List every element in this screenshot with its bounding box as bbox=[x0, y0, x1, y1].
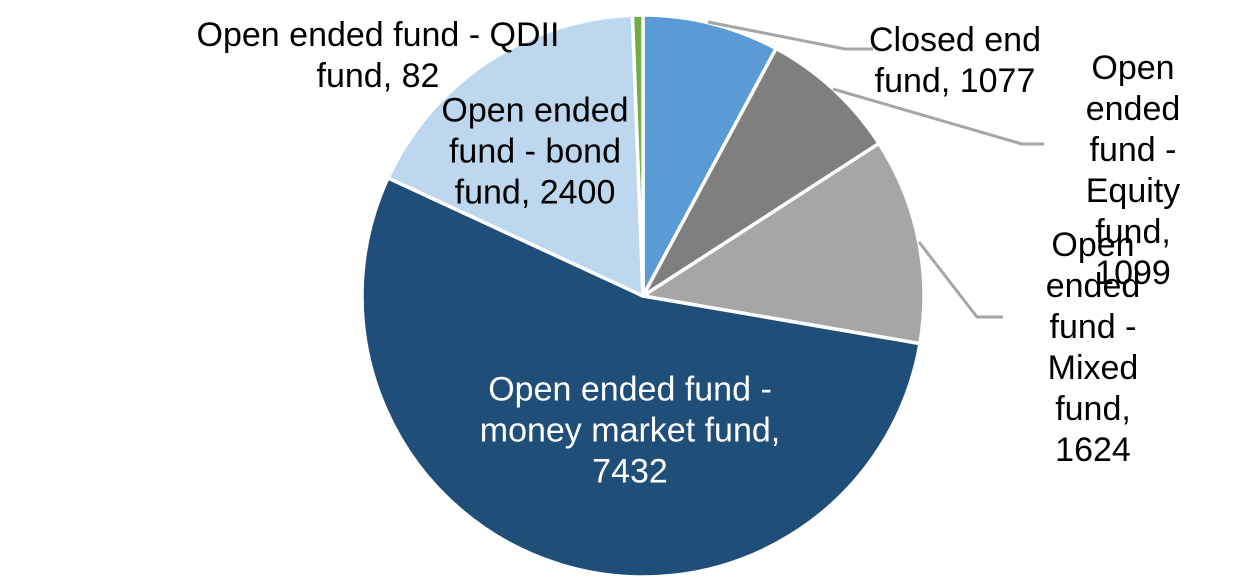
leader-lines-group bbox=[707, 20, 1044, 319]
pie-slice-open-ended-fund-money-market-fund bbox=[360, 176, 922, 579]
leader-line-open-ended-fund-equity-fund bbox=[832, 87, 1044, 146]
pie-slice-open-ended-fund-qdii-fund bbox=[630, 13, 645, 298]
leader-line-open-ended-fund-mixed-fund bbox=[917, 241, 1003, 319]
pie-slice-open-ended-fund-bond-fund bbox=[386, 13, 645, 298]
leader-line-closed-end-fund bbox=[707, 20, 873, 51]
pie-slice-open-ended-fund-mixed-fund bbox=[641, 141, 926, 346]
pie-slices-group bbox=[360, 13, 926, 579]
